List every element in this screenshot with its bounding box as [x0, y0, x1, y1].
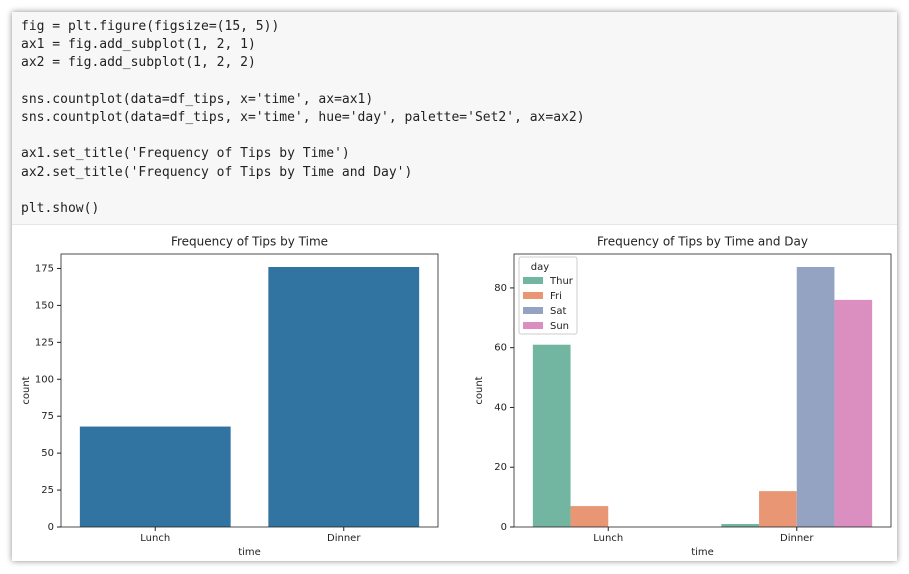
- y-tick-label: 80: [494, 283, 507, 294]
- y-tick-label: 40: [494, 402, 507, 413]
- chart-title: Frequency of Tips by Time: [171, 235, 328, 249]
- y-axis-label: count: [474, 376, 485, 404]
- y-tick-label: 75: [41, 411, 54, 422]
- x-tick-label: Dinner: [327, 533, 361, 544]
- code-line: ax1.set_title('Frequency of Tips by Time…: [21, 146, 350, 162]
- x-axis-label: time: [238, 547, 261, 558]
- bar: [834, 299, 873, 527]
- x-tick-label: Lunch: [140, 533, 170, 544]
- axes-frame: [513, 253, 892, 528]
- legend-label: Sun: [550, 321, 569, 332]
- y-tick-label: 100: [35, 374, 54, 385]
- code-line: plt.show(): [21, 200, 100, 216]
- legend-label: Fri: [550, 291, 562, 302]
- y-tick-label: 25: [41, 485, 54, 496]
- legend-box: [518, 256, 578, 335]
- chart-title: Frequency of Tips by Time and Day: [597, 235, 808, 249]
- y-axis-label: count: [21, 376, 32, 404]
- code-line: ax2.set_title('Frequency of Tips by Time…: [21, 164, 413, 180]
- legend-swatch: [523, 277, 543, 284]
- legend-swatch: [523, 292, 543, 299]
- y-tick-label: 0: [501, 522, 507, 533]
- y-tick-label: 125: [35, 337, 54, 348]
- legend-swatch: [523, 322, 543, 329]
- y-tick-label: 0: [48, 522, 54, 533]
- code-cell[interactable]: fig = plt.figure(figsize=(15, 5)) ax1 = f…: [12, 12, 897, 225]
- x-axis-label: time: [691, 547, 714, 558]
- bar: [721, 524, 760, 527]
- legend-title: day: [531, 262, 549, 273]
- legend-swatch: [523, 307, 543, 314]
- y-tick-label: 150: [35, 300, 54, 311]
- code-line: ax1 = fig.add_subplot(1, 2, 1): [21, 37, 256, 53]
- code-line: fig = plt.figure(figsize=(15, 5)): [21, 19, 280, 34]
- bar: [796, 267, 835, 527]
- code-line: sns.countplot(data=df_tips, x='time', hu…: [21, 109, 585, 125]
- y-tick-label: 175: [35, 263, 54, 274]
- bar: [759, 491, 797, 527]
- bar: [79, 426, 231, 527]
- code-line: ax2 = fig.add_subplot(1, 2, 2): [21, 55, 256, 71]
- axes-frame: [60, 253, 439, 528]
- legend-label: Sat: [550, 306, 566, 317]
- bar: [532, 344, 571, 527]
- y-tick-label: 50: [41, 448, 54, 459]
- bar: [268, 267, 420, 527]
- y-tick-label: 60: [494, 343, 507, 354]
- x-tick-label: Lunch: [593, 533, 623, 544]
- y-tick-label: 20: [494, 462, 507, 473]
- legend-label: Thur: [549, 276, 574, 287]
- code-line: sns.countplot(data=df_tips, x='time', ax…: [21, 91, 374, 107]
- x-tick-label: Dinner: [780, 533, 814, 544]
- bar: [570, 506, 609, 527]
